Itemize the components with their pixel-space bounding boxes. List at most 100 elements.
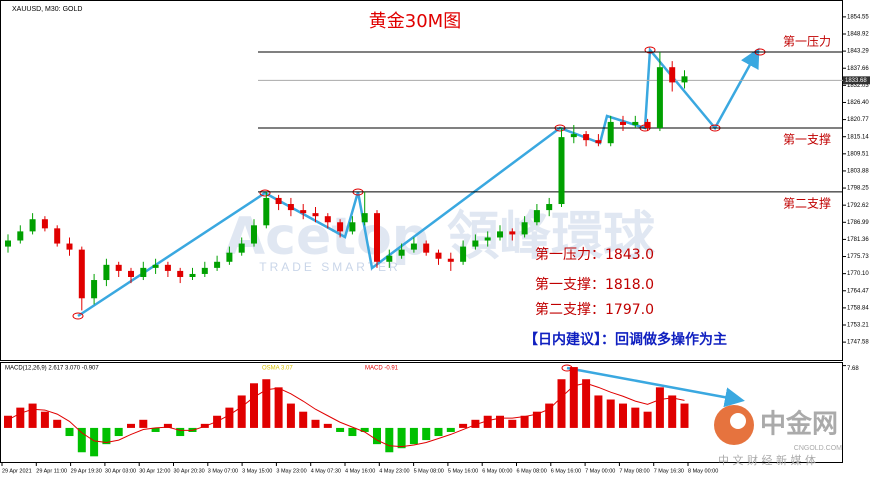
- macd-bar: [311, 419, 320, 428]
- candle-body: [238, 243, 245, 253]
- macd-bar: [631, 407, 640, 428]
- trend-arrow: [77, 46, 760, 318]
- candle-body: [66, 243, 73, 250]
- pivot-marker: [644, 46, 656, 54]
- level-label: 第一支撑: [783, 132, 831, 147]
- candle-body: [472, 240, 479, 247]
- y-tick-label: 1758.84: [847, 305, 869, 311]
- candle-body: [189, 273, 196, 277]
- logo-circle: [730, 413, 746, 429]
- y-tick-label: 1764.47: [847, 288, 869, 294]
- macd-bar: [250, 383, 258, 428]
- y-tick-label: 1837.66: [847, 66, 869, 72]
- macd-bar: [299, 411, 308, 428]
- macd-value-label: MACD -0.91: [365, 366, 399, 372]
- macd-bar: [274, 387, 283, 428]
- x-tick-label: 29 Apr 19:30: [71, 468, 102, 474]
- y-tick-label: 1826.40: [847, 100, 869, 106]
- candle-body: [644, 121, 651, 129]
- y-tick-label: 1815.14: [847, 134, 869, 140]
- candle-body: [521, 222, 528, 235]
- x-tick-label: 29 Apr 2021: [2, 468, 32, 474]
- x-tick-label: 30 Apr 20:30: [174, 468, 205, 474]
- candle-body: [656, 67, 663, 129]
- macd-bar: [114, 427, 123, 437]
- annotation: 第二支撑：1797.0: [535, 301, 654, 318]
- macd-bar: [668, 395, 677, 428]
- macd-bar: [643, 411, 652, 428]
- candle-body: [91, 280, 98, 299]
- x-tick-label: 6 May 08:00: [517, 468, 547, 474]
- candle-body: [484, 237, 491, 241]
- candle-body: [140, 267, 147, 277]
- current-price-label: 1833.68: [845, 78, 867, 84]
- x-tick-label: 29 Apr 11:00: [36, 468, 67, 474]
- y-tick-label: 1792.62: [847, 203, 869, 209]
- macd-bar: [65, 427, 74, 437]
- macd-bar: [323, 423, 332, 428]
- candle-body: [324, 216, 331, 223]
- macd-bar: [680, 403, 689, 428]
- y-tick-label: 1820.77: [847, 117, 869, 123]
- x-tick-label: 3 May 07:00: [208, 468, 238, 474]
- macd-bar: [434, 427, 443, 437]
- watermark-logo: 中金网: [760, 409, 838, 440]
- candle-body: [398, 249, 405, 256]
- x-tick-label: 6 May 16:00: [551, 468, 581, 474]
- candle-body: [152, 264, 159, 268]
- candle-body: [251, 225, 257, 244]
- candle-body: [669, 67, 676, 83]
- x-tick-label: 5 May 16:00: [448, 468, 478, 474]
- macd-signal: [7, 382, 685, 448]
- y-tick-label: 1798.25: [847, 186, 869, 192]
- candle-body: [29, 219, 36, 232]
- y-tick-label: 1753.21: [847, 323, 869, 329]
- macd-bar: [373, 427, 381, 445]
- macd-bar: [237, 395, 246, 428]
- macd-tick-label: 7.68: [847, 366, 859, 372]
- candle-body: [41, 219, 48, 229]
- macd-bar: [508, 419, 517, 428]
- macd-bar: [496, 415, 504, 428]
- y-tick-label: 1775.73: [847, 254, 869, 260]
- candle-body: [103, 264, 110, 281]
- macd-bar: [262, 379, 271, 428]
- x-tick-label: 4 May 07:30: [311, 468, 341, 474]
- macd-bar: [348, 427, 357, 437]
- x-tick-label: 3 May 15:00: [242, 468, 272, 474]
- candle-body: [681, 76, 688, 83]
- y-tick-label: 1848.92: [847, 32, 869, 38]
- candle-body: [17, 231, 24, 241]
- candle-body: [128, 270, 134, 277]
- level-label: 第一压力: [783, 34, 831, 48]
- candle-body: [312, 213, 319, 217]
- candle-body: [177, 270, 184, 277]
- macd-bar: [397, 427, 406, 449]
- candle-body: [497, 231, 503, 238]
- candle-body: [201, 267, 208, 274]
- y-tick-label: 1747.58: [847, 340, 869, 346]
- divergence-arrow: [566, 366, 745, 408]
- candle-body: [5, 240, 11, 247]
- macd-bar: [569, 367, 578, 428]
- candle-body: [275, 197, 282, 205]
- y-tick-label: 1854.55: [847, 14, 869, 20]
- candle-body: [349, 222, 356, 232]
- candle-body: [607, 121, 614, 144]
- macd-bar: [102, 427, 111, 445]
- candle-body: [570, 134, 577, 138]
- candle-body: [226, 252, 233, 262]
- symbol-label: XAUUSD, M30: GOLD: [12, 6, 82, 13]
- macd-bar: [139, 419, 148, 428]
- macd-bar: [40, 411, 49, 428]
- macd-bar: [90, 427, 99, 457]
- macd-bar: [459, 423, 468, 428]
- y-tick-label: 1803.88: [847, 169, 869, 175]
- candle-body: [337, 222, 344, 232]
- candle-body: [214, 261, 221, 268]
- candle-body: [78, 249, 85, 299]
- macd-bar: [520, 415, 529, 428]
- y-tick-label: 1843.29: [847, 49, 869, 55]
- macd-bar: [127, 423, 135, 428]
